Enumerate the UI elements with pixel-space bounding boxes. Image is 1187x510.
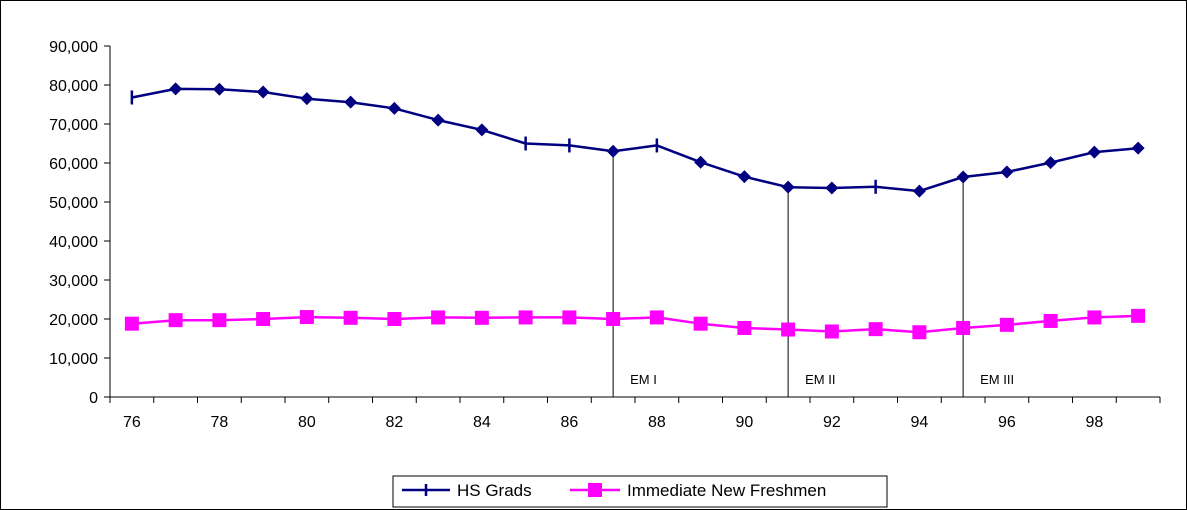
data-point-immediate-new-freshmen — [868, 322, 883, 337]
annotation-label: EM I — [630, 372, 657, 387]
data-point-hs-grads — [387, 101, 401, 115]
y-tick-label: 0 — [89, 390, 98, 407]
y-tick-label: 70,000 — [49, 117, 98, 134]
legend-box — [392, 475, 888, 508]
data-point-immediate-new-freshmen — [781, 322, 796, 337]
data-point-hs-grads — [825, 181, 839, 195]
data-point-immediate-new-freshmen — [1087, 310, 1102, 325]
x-tick-label: 86 — [560, 414, 578, 431]
y-tick-label: 40,000 — [49, 234, 98, 251]
series-line-hs-grads — [131, 87, 1139, 193]
y-tick-label: 80,000 — [49, 78, 98, 95]
legend-marker-immediate-new-freshmen — [588, 483, 602, 497]
x-tick-label: 80 — [298, 414, 316, 431]
data-point-immediate-new-freshmen — [387, 312, 402, 326]
y-tick-label: 30,000 — [49, 273, 98, 290]
y-tick-label: 20,000 — [49, 312, 98, 329]
data-point-immediate-new-freshmen — [562, 310, 577, 325]
data-point-immediate-new-freshmen — [1043, 313, 1058, 328]
x-ticks: 76 78 80 82 84 86 88 90 92 94 96 98 — [109, 397, 1161, 431]
data-point-immediate-new-freshmen — [606, 312, 621, 326]
data-point-hs-grads — [212, 82, 226, 96]
data-point-hs-grads — [781, 180, 795, 194]
data-point-hs-grads — [256, 85, 270, 99]
data-point-immediate-new-freshmen — [299, 310, 314, 325]
axes — [109, 46, 1160, 398]
data-point-immediate-new-freshmen — [168, 313, 183, 328]
data-point-hs-grads — [737, 170, 751, 184]
data-point-immediate-new-freshmen — [824, 324, 839, 339]
data-point-immediate-new-freshmen — [431, 310, 446, 325]
data-point-immediate-new-freshmen — [912, 325, 927, 340]
x-tick-label: 98 — [1085, 414, 1103, 431]
x-tick-label: 76 — [123, 414, 141, 431]
y-tick-label: 60,000 — [49, 156, 98, 173]
data-point-immediate-new-freshmen — [737, 320, 752, 335]
data-point-hs-grads — [169, 82, 183, 96]
y-ticks: 0 10,000 20,000 30,000 40,000 50,000 60,000 70,… — [49, 39, 110, 407]
x-tick-label: 82 — [385, 414, 403, 431]
x-tick-label: 94 — [910, 414, 928, 431]
x-tick-label: 92 — [823, 414, 841, 431]
data-point-immediate-new-freshmen — [124, 316, 139, 331]
legend-label-immediate-new-freshmen: Immediate New Freshmen — [627, 481, 826, 500]
y-tick-label: 90,000 — [49, 39, 98, 56]
x-tick-label: 84 — [473, 414, 491, 431]
data-point-immediate-new-freshmen — [256, 312, 271, 326]
data-point-hs-grads — [1044, 156, 1058, 170]
data-point-hs-grads — [1000, 165, 1014, 179]
data-point-hs-grads — [1131, 141, 1145, 155]
data-point-hs-grads — [431, 113, 445, 127]
series-layer — [124, 82, 1146, 340]
data-point-immediate-new-freshmen — [474, 310, 489, 325]
data-point-hs-grads — [694, 155, 708, 169]
data-point-immediate-new-freshmen — [999, 317, 1014, 332]
data-point-immediate-new-freshmen — [343, 310, 358, 325]
data-point-hs-grads — [475, 123, 489, 137]
data-point-immediate-new-freshmen — [693, 316, 708, 331]
data-point-hs-grads — [1087, 145, 1101, 159]
data-point-hs-grads — [300, 92, 314, 106]
x-tick-label: 90 — [735, 414, 753, 431]
data-point-hs-grads — [344, 95, 358, 109]
annotations: EM I EM II EM III — [612, 151, 1014, 397]
x-tick-label: 88 — [648, 414, 666, 431]
data-point-immediate-new-freshmen — [212, 313, 227, 328]
series-line-immediate-new-freshmen — [131, 314, 1139, 334]
annotation-label: EM II — [805, 372, 835, 387]
data-point-hs-grads — [956, 170, 970, 184]
data-point-immediate-new-freshmen — [1131, 308, 1146, 323]
annotation-label: EM III — [980, 372, 1014, 387]
x-tick-label: 78 — [210, 414, 228, 431]
data-point-hs-grads — [912, 184, 926, 198]
legend-label-hs-grads: HS Grads — [457, 481, 532, 500]
legend: HS Grads Immediate New Freshmen — [392, 475, 888, 508]
data-point-immediate-new-freshmen — [956, 320, 971, 335]
x-tick-label: 96 — [998, 414, 1016, 431]
data-point-immediate-new-freshmen — [649, 310, 664, 325]
y-tick-label: 50,000 — [49, 195, 98, 212]
data-point-immediate-new-freshmen — [518, 310, 533, 325]
data-point-hs-grads — [606, 144, 620, 158]
y-tick-label: 10,000 — [49, 351, 98, 368]
